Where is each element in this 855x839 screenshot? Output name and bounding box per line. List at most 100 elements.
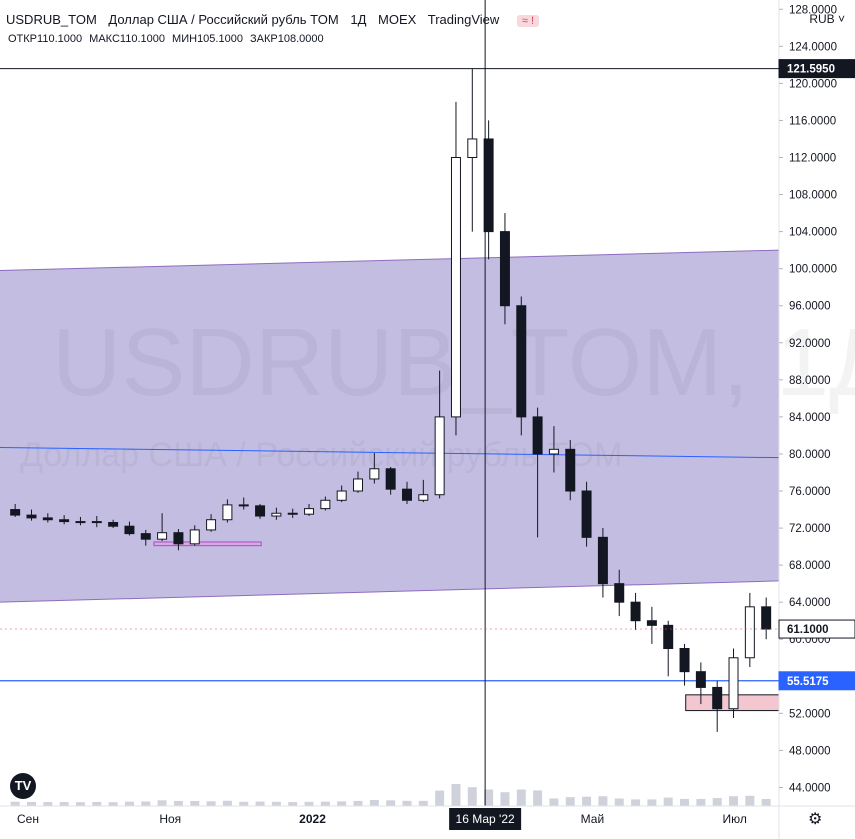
close-label: ЗАКР <box>250 33 278 45</box>
volume-bar <box>255 801 265 806</box>
crosshair <box>0 0 779 806</box>
candle-body <box>663 624 674 650</box>
y-tick-label: 108.0000 <box>789 190 837 202</box>
level-price-label-box <box>778 671 855 691</box>
crosshair-date-label: 16 Мар '22 <box>456 812 515 826</box>
volume-bar <box>26 801 36 806</box>
crosshair-price-label-box <box>778 59 855 79</box>
ohlc-legend: ОТКР110.1000 МАКС110.1000 МИН105.1000 ЗА… <box>8 33 328 45</box>
price-axis[interactable]: 44.000048.000052.000056.000060.000064.00… <box>779 4 837 794</box>
y-tick-label: 116.0000 <box>789 115 836 127</box>
tradingview-logo-icon[interactable]: TV <box>10 773 36 799</box>
candle-body <box>206 519 217 531</box>
volume-bar <box>418 800 428 806</box>
high-label: МАКС <box>89 33 120 45</box>
volume-bar <box>598 796 608 806</box>
symbol-header: USDRUB_TOM Доллар США / Российский рубль… <box>6 12 547 27</box>
candle-body <box>222 504 233 521</box>
volume-bar <box>92 801 102 806</box>
symbol-name[interactable]: USDRUB_TOM <box>6 12 97 27</box>
volume-bar <box>59 802 69 806</box>
volume-bar <box>75 802 85 806</box>
zone-small <box>153 541 262 547</box>
volume-bar <box>304 801 314 806</box>
open-value: 110.1000 <box>37 33 83 45</box>
volume-bar <box>271 801 281 806</box>
exchange-label: MOEX <box>378 12 417 27</box>
data-status-badge[interactable]: ≈ ! <box>516 15 540 27</box>
y-tick-label: 128.0000 <box>789 4 837 16</box>
candle-body <box>679 648 690 673</box>
volume-bar <box>745 795 755 806</box>
candle-body <box>140 533 151 540</box>
volume-bar <box>222 800 232 806</box>
candle-body <box>385 468 396 490</box>
price-labels: 121.5950 61.1000 55.5175 16 Мар '22 <box>449 59 855 830</box>
x-tick-label: Июл <box>722 812 746 826</box>
candle-body <box>75 521 86 524</box>
x-tick-label: 2022 <box>299 812 326 826</box>
volume-bar <box>190 801 200 806</box>
volume-bar <box>173 800 183 806</box>
volume-bar <box>369 800 379 806</box>
channel-layer <box>0 249 780 603</box>
y-tick-label: 96.0000 <box>789 301 831 313</box>
candle-body <box>630 601 641 622</box>
y-tick-label: 112.0000 <box>789 152 836 164</box>
last-price-label-box <box>778 619 855 639</box>
y-tick-label: 124.0000 <box>789 41 837 53</box>
candle-body <box>434 416 445 496</box>
candle-body <box>499 231 510 307</box>
volume-bar <box>712 798 722 806</box>
y-tick-label: 104.0000 <box>789 227 837 239</box>
volume-bar <box>320 801 330 806</box>
candle-body <box>597 536 608 585</box>
symbol-description: Доллар США / Российский рубль TOM <box>108 12 339 27</box>
currency-button[interactable]: RUB ˅ <box>809 12 845 26</box>
volume-bar <box>141 801 151 806</box>
volume-bar <box>533 790 543 806</box>
candle-body <box>646 620 657 626</box>
interval-label[interactable]: 1Д <box>350 12 367 27</box>
x-tick-label: Сен <box>17 812 39 826</box>
volume-bar <box>451 784 461 806</box>
candle-body <box>157 532 168 540</box>
gear-icon[interactable]: ⚙ <box>808 811 823 828</box>
candle-body <box>744 606 755 659</box>
volume-bar <box>467 787 477 806</box>
candle-body <box>189 529 200 545</box>
candle-body <box>712 686 723 710</box>
volume-bar <box>239 801 249 806</box>
level-price-label-text: 55.5175 <box>787 676 829 688</box>
open-label: ОТКР <box>8 33 38 45</box>
volume-bar <box>124 801 134 806</box>
candle-body <box>483 138 494 233</box>
volume-bar <box>582 796 592 806</box>
volume-bar <box>565 797 575 806</box>
candle-body <box>320 499 331 510</box>
candle-body <box>336 490 347 501</box>
candle-body <box>304 508 315 515</box>
time-axis[interactable]: Сен Ноя 2022 Май Июл <box>17 812 747 826</box>
y-tick-label: 64.0000 <box>789 597 831 609</box>
crosshair-price-label-text: 121.5950 <box>787 64 835 76</box>
y-tick-label: 100.0000 <box>789 264 837 276</box>
volume-bar <box>696 798 706 806</box>
candle-body <box>728 657 739 710</box>
candle-body <box>369 468 380 480</box>
volume-bar <box>43 802 53 806</box>
volume-bar <box>484 789 494 806</box>
channel-lower-line <box>0 580 780 603</box>
candles <box>10 68 772 732</box>
x-tick-label: Ноя <box>159 812 181 826</box>
volume-bars <box>10 784 771 806</box>
volume-bar <box>761 798 771 806</box>
candle-body <box>26 514 37 519</box>
candle-body <box>353 478 364 492</box>
y-tick-label: 48.0000 <box>789 745 831 757</box>
volume-bar <box>288 802 298 806</box>
volume-bar <box>647 799 657 806</box>
y-tick-label: 76.0000 <box>789 486 831 498</box>
